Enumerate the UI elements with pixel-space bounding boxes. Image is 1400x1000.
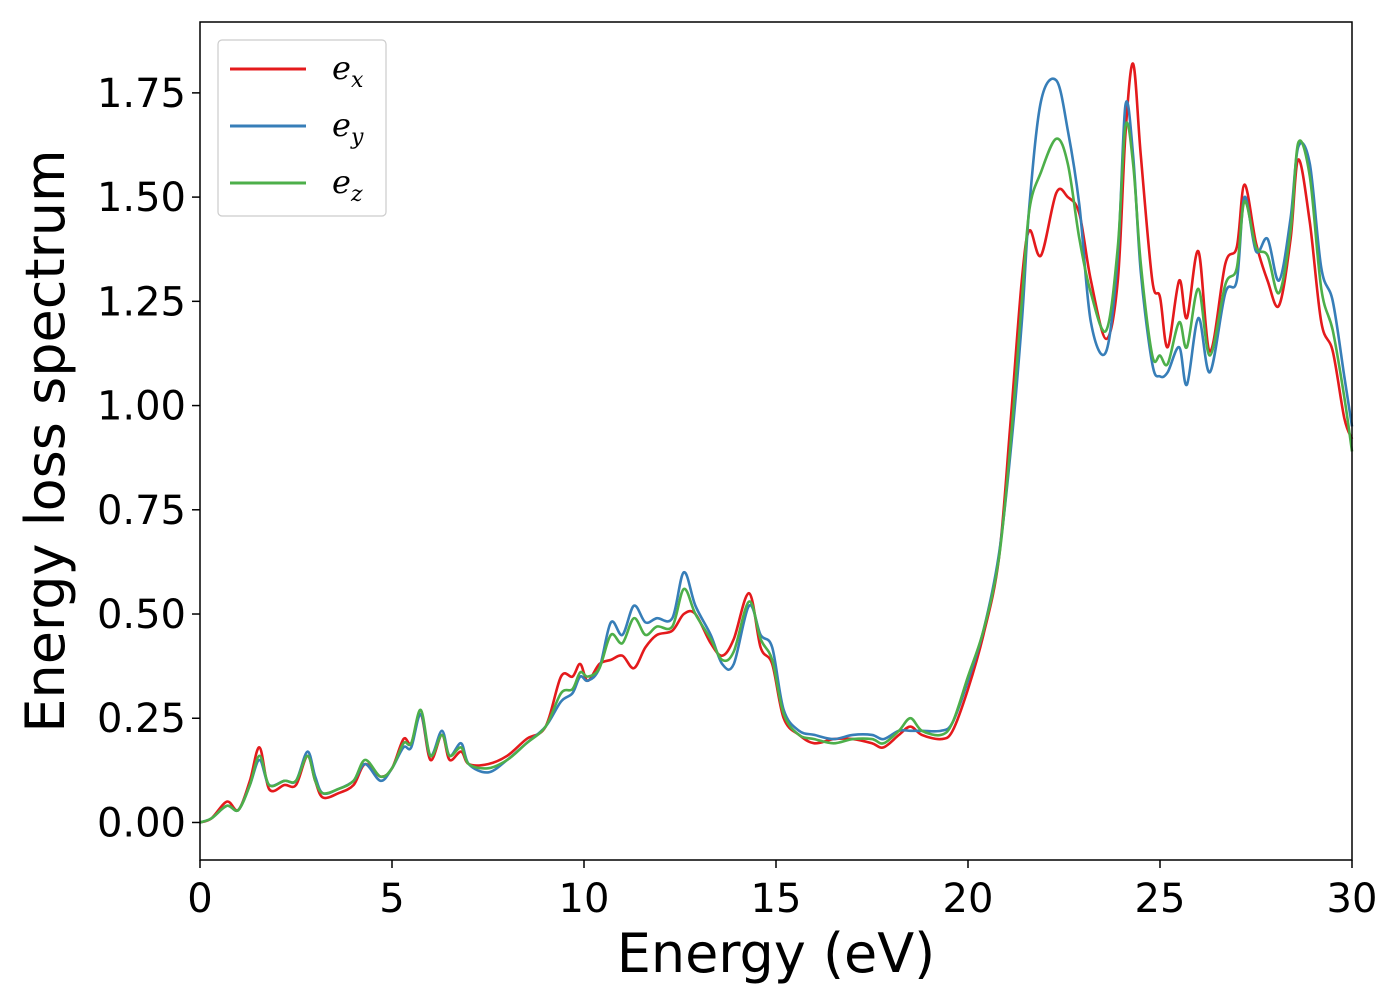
y-tick-label: 1.25 — [97, 279, 186, 325]
legend-label-subscript: z — [350, 182, 363, 207]
legend-label-base: e — [332, 106, 351, 144]
x-tick-label: 25 — [1135, 876, 1186, 922]
y-axis-ticks: 0.00 0.25 0.50 0.75 1.00 1.25 1.50 1.75 — [97, 71, 200, 846]
x-tick-label: 30 — [1327, 876, 1378, 922]
legend-label-base: e — [332, 49, 351, 87]
x-tick-label: 15 — [751, 876, 802, 922]
x-axis-ticks: 0 5 10 15 20 25 30 — [187, 860, 1377, 922]
y-tick-label: 0.75 — [97, 488, 186, 534]
legend-box — [217, 39, 387, 217]
series-line-z — [199, 121, 1354, 824]
x-tick-label: 10 — [559, 876, 610, 922]
legend-label-subscript: y — [350, 125, 364, 150]
plot-lines — [199, 62, 1354, 824]
y-tick-label: 0.00 — [97, 800, 186, 846]
x-tick-label: 0 — [187, 876, 212, 922]
plot-frame — [199, 21, 1353, 861]
y-tick-label: 1.75 — [97, 71, 186, 117]
legend-label-subscript: x — [351, 68, 364, 93]
y-tick-label: 1.00 — [97, 384, 186, 430]
legend-label-z: ez — [332, 163, 363, 207]
y-tick-label: 0.50 — [97, 592, 186, 638]
x-tick-label: 20 — [943, 876, 994, 922]
legend-label-y: ey — [332, 106, 364, 150]
legend-label-x: ex — [332, 49, 364, 93]
x-tick-label: 5 — [379, 876, 404, 922]
y-tick-label: 1.50 — [97, 175, 186, 221]
y-axis-label: Energy loss spectrum — [14, 149, 77, 732]
x-axis-label: Energy (eV) — [617, 922, 936, 985]
y-tick-label: 0.25 — [97, 696, 186, 742]
legend-label-base: e — [332, 163, 351, 201]
